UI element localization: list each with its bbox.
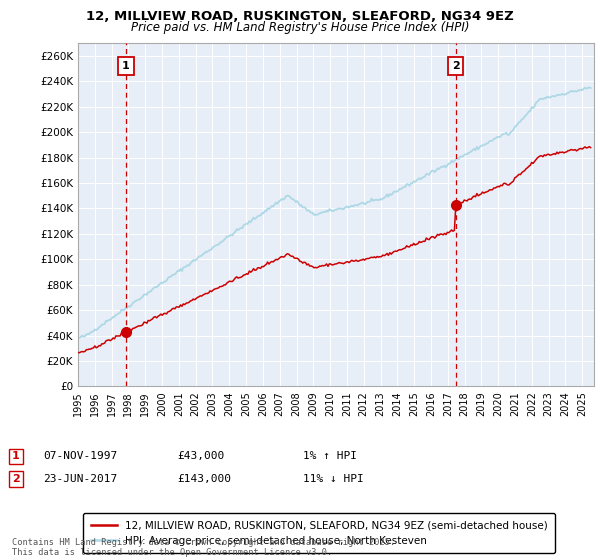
Text: 11% ↓ HPI: 11% ↓ HPI <box>303 474 364 484</box>
Text: 23-JUN-2017: 23-JUN-2017 <box>43 474 118 484</box>
Text: 07-NOV-1997: 07-NOV-1997 <box>43 451 118 461</box>
Text: 2: 2 <box>452 61 460 71</box>
Text: £143,000: £143,000 <box>177 474 231 484</box>
Legend: 12, MILLVIEW ROAD, RUSKINGTON, SLEAFORD, NG34 9EZ (semi-detached house), HPI: Av: 12, MILLVIEW ROAD, RUSKINGTON, SLEAFORD,… <box>83 513 555 553</box>
Text: £43,000: £43,000 <box>177 451 224 461</box>
Text: 12, MILLVIEW ROAD, RUSKINGTON, SLEAFORD, NG34 9EZ: 12, MILLVIEW ROAD, RUSKINGTON, SLEAFORD,… <box>86 10 514 23</box>
Text: 1: 1 <box>122 61 130 71</box>
Text: 2: 2 <box>12 474 20 484</box>
Text: 1% ↑ HPI: 1% ↑ HPI <box>303 451 357 461</box>
Text: Contains HM Land Registry data © Crown copyright and database right 2025.
This d: Contains HM Land Registry data © Crown c… <box>12 538 395 557</box>
Text: 1: 1 <box>12 451 20 461</box>
Text: Price paid vs. HM Land Registry's House Price Index (HPI): Price paid vs. HM Land Registry's House … <box>131 21 469 34</box>
